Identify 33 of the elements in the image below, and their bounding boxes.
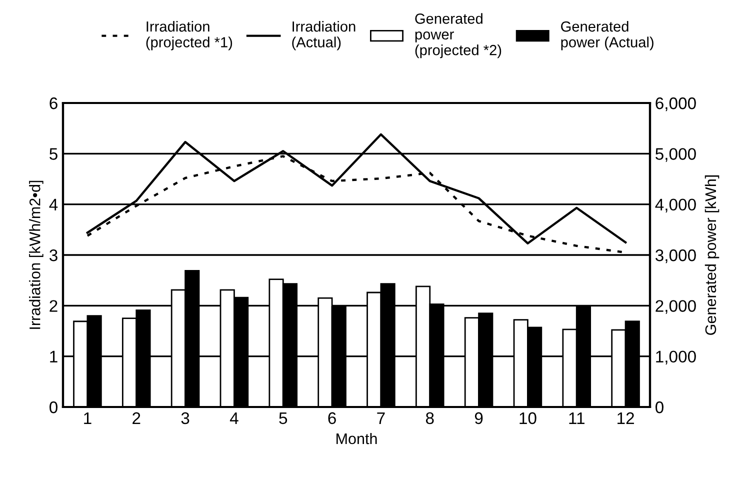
y-tick-label: 4 xyxy=(49,198,58,210)
y-tick-label: 6 xyxy=(50,97,58,110)
x-tick-label: 3 xyxy=(181,412,190,424)
y-tick-label: 2 xyxy=(50,300,58,312)
y-tick-label: 0 xyxy=(50,401,58,414)
x-tick-label: 7 xyxy=(377,412,385,424)
y2-axis-title: Generated power [kWh] xyxy=(704,175,720,335)
x-tick-label: 9 xyxy=(474,412,483,424)
y-tick-label: 1 xyxy=(50,350,58,362)
y2-tick-label: 5,000 xyxy=(656,148,696,162)
x-tick-label: 2 xyxy=(132,412,140,424)
y2-tick-label: 0 xyxy=(656,401,664,414)
legend-label: Generated power (projected *2) xyxy=(415,13,502,58)
y-tick-label: 3 xyxy=(50,249,58,262)
x-tick-label: 12 xyxy=(618,412,634,424)
x-tick-label: 4 xyxy=(230,412,238,424)
x-tick-label: 10 xyxy=(520,412,536,424)
x-tick-label: 5 xyxy=(279,412,288,424)
y-axis-title: Irradiation [kWh/m2•d] xyxy=(29,180,44,329)
y-tick-label: 5 xyxy=(50,148,58,160)
y2-tick-label: 4,000 xyxy=(655,198,696,213)
x-axis-title: Month xyxy=(336,432,377,444)
x-tick-label: 1 xyxy=(84,412,92,424)
y2-tick-label: 3,000 xyxy=(655,249,696,264)
y2-tick-label: 2,000 xyxy=(656,300,696,314)
legend-label: Irradiation (Actual) xyxy=(292,20,356,50)
y2-tick-label: 6,000 xyxy=(656,97,696,112)
legend-label: Irradiation (projected *1) xyxy=(146,20,232,50)
x-tick-label: 8 xyxy=(426,412,434,424)
legend-label: Generated power (Actual) xyxy=(561,20,654,50)
x-tick-label: 6 xyxy=(328,412,336,424)
x-tick-label: 11 xyxy=(569,412,584,424)
y2-tick-label: 1,000 xyxy=(656,350,696,365)
